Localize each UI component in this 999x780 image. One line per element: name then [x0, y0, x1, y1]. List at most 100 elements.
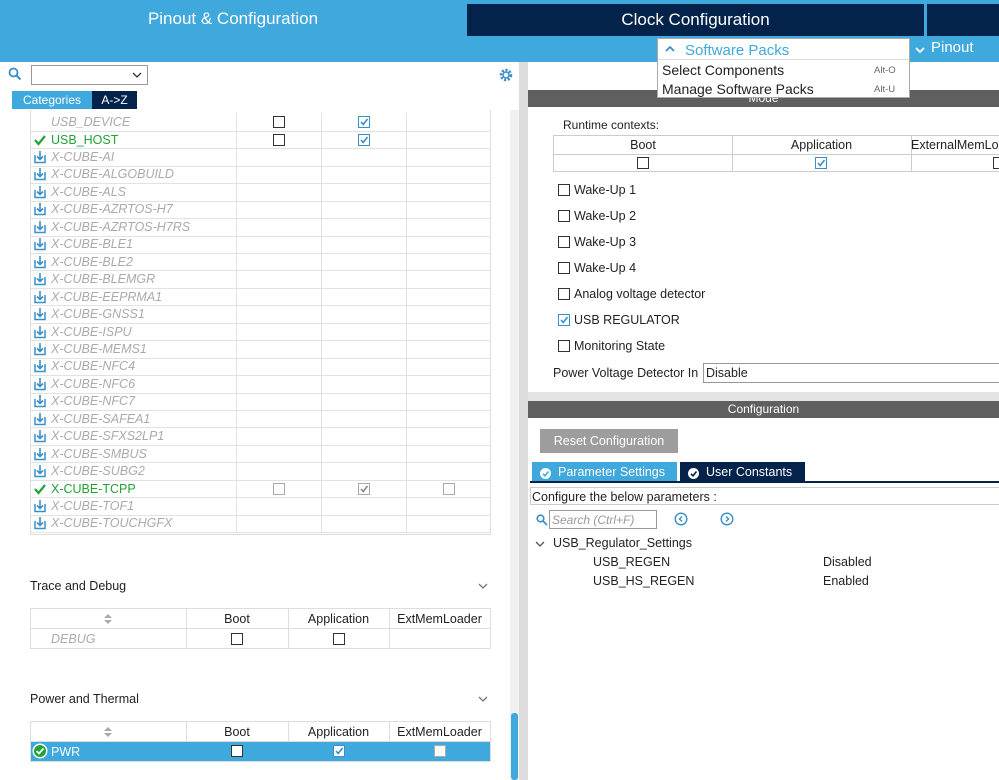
col-line [321, 322, 322, 341]
option-label[interactable]: Wake-Up 2 [574, 209, 637, 223]
middleware-name[interactable]: X-CUBE-BLEMGR [51, 272, 156, 287]
middleware-name[interactable]: X-CUBE-ISPU [51, 324, 132, 339]
middleware-name[interactable]: X-CUBE-MEMS1 [51, 341, 147, 356]
middleware-name[interactable]: X-CUBE-NFC6 [51, 376, 136, 391]
scroll-thumb[interactable] [511, 713, 518, 780]
reset-button[interactable]: Reset Configuration [540, 429, 678, 453]
option-label[interactable]: Wake-Up 4 [574, 261, 637, 275]
middleware-name[interactable]: X-CUBE-EEPRMA1 [51, 289, 163, 304]
checkbox[interactable] [231, 632, 243, 645]
check-mark [359, 485, 368, 493]
column-header: Boot [630, 139, 656, 152]
middleware-name[interactable]: X-CUBE-TOUCHGFX [51, 516, 173, 531]
download-icon-svg [34, 500, 46, 513]
checkbox[interactable] [558, 314, 570, 326]
param-search[interactable]: Search (Ctrl+F) [549, 510, 657, 529]
param-name[interactable]: USB_REGEN [593, 555, 671, 569]
col-line [236, 183, 237, 201]
search-combo[interactable] [31, 65, 148, 85]
option-label[interactable]: Analog voltage detector [574, 287, 706, 301]
col-line [406, 497, 407, 515]
group-name[interactable]: USB_Regulator_Settings [553, 536, 692, 550]
search-placeholder: Search (Ctrl+F) [552, 513, 635, 527]
menu-item[interactable]: Manage Software Packs [662, 81, 814, 97]
download-icon [33, 290, 47, 304]
middleware-name[interactable]: X-CUBE-BLE1 [51, 237, 133, 252]
checkbox [433, 745, 446, 757]
row-line [31, 375, 490, 377]
checkbox[interactable] [272, 133, 285, 146]
option-label[interactable]: Wake-Up 3 [574, 235, 637, 249]
checkbox[interactable] [357, 133, 370, 146]
middleware-name[interactable]: X-CUBE-NFC7 [51, 394, 136, 409]
middleware-name[interactable]: USB_DEVICE [51, 115, 131, 130]
col-line [406, 148, 407, 166]
col-line [406, 218, 407, 236]
download-icon-svg [34, 151, 46, 164]
clock-tab[interactable]: Clock Configuration [467, 4, 924, 36]
menu-header[interactable]: Software Packs [685, 42, 790, 59]
download-icon [33, 447, 47, 461]
next-tab[interactable] [927, 4, 999, 36]
menu-item[interactable]: Select Components [662, 62, 785, 78]
option-label[interactable]: Monitoring State [574, 339, 666, 353]
checkbox[interactable] [272, 116, 285, 129]
middleware-name[interactable]: X-CUBE-BLE2 [51, 254, 133, 269]
middleware-name[interactable]: X-CUBE-NFC4 [51, 359, 136, 374]
middleware-name[interactable]: X-CUBE-SMBUS [51, 446, 147, 461]
middleware-name[interactable]: X-CUBE-GNSS1 [51, 307, 145, 322]
row-line [31, 444, 490, 446]
checkbox[interactable] [558, 262, 570, 274]
section-row[interactable]: PWR [31, 741, 490, 761]
middleware-name[interactable]: USB_HOST [51, 132, 119, 147]
pvd-select[interactable]: Disable [703, 363, 999, 383]
middleware-name[interactable]: X-CUBE-AZRTOS-H7 [51, 202, 173, 217]
checkbox[interactable] [357, 116, 370, 129]
middleware-name[interactable]: X-CUBE-SUBG2 [51, 464, 145, 479]
section-title[interactable]: Trace and Debug [30, 579, 127, 593]
middleware-name[interactable]: X-CUBE-ALS [51, 184, 127, 199]
middleware-name[interactable]: X-CUBE-SAFEA1 [51, 411, 151, 426]
checkbox[interactable] [558, 288, 570, 300]
middleware-name[interactable]: X-CUBE-ALGOBUILD [51, 167, 174, 182]
col-line [321, 305, 322, 323]
splitter [519, 62, 528, 780]
download-icon-svg [34, 308, 46, 321]
col-line [236, 253, 237, 271]
sort-icon-svg [104, 614, 112, 624]
col-line [406, 287, 407, 306]
checkbox[interactable] [558, 184, 570, 196]
row-line [31, 305, 490, 307]
checkbox[interactable] [332, 632, 345, 645]
download-icon [33, 202, 47, 216]
section-title[interactable]: Power and Thermal [30, 691, 139, 706]
checkbox[interactable] [231, 745, 243, 757]
option-label[interactable]: USB REGULATOR [574, 313, 680, 327]
middleware-name[interactable]: X-CUBE-TCPP [51, 481, 136, 496]
middleware-name[interactable]: X-CUBE-AI [51, 150, 115, 164]
view-tab[interactable]: A->Z [92, 91, 137, 109]
view-tab[interactable]: Categories [12, 91, 92, 109]
checkbox[interactable] [332, 745, 345, 757]
param-name[interactable]: USB_HS_REGEN [593, 574, 695, 588]
pinout-menu[interactable]: Pinout [931, 39, 974, 56]
checkbox[interactable] [637, 157, 649, 169]
middleware-name[interactable]: X-CUBE-AZRTOS-H7RS [51, 219, 191, 234]
option-label[interactable]: Wake-Up 1 [574, 183, 637, 197]
row-line [554, 154, 999, 155]
col-line [236, 340, 237, 358]
checkbox [442, 482, 455, 495]
middleware-name[interactable]: X-CUBE-SFXS2LP1 [51, 429, 165, 444]
download-icon-svg [34, 168, 46, 181]
checkbox[interactable] [993, 157, 999, 169]
section-row[interactable]: DEBUG [31, 629, 490, 648]
middleware-name[interactable]: X-CUBE-TOF1 [51, 499, 135, 513]
checkbox[interactable] [558, 236, 570, 248]
config-tab[interactable]: Parameter Settings [532, 462, 677, 481]
col-line [236, 218, 237, 236]
checkbox[interactable] [815, 157, 827, 169]
pinout-tab[interactable]: Pinout & Configuration [0, 0, 466, 38]
checkbox[interactable] [558, 340, 570, 352]
checkbox[interactable] [558, 210, 570, 222]
config-tab[interactable]: User Constants [680, 462, 805, 481]
